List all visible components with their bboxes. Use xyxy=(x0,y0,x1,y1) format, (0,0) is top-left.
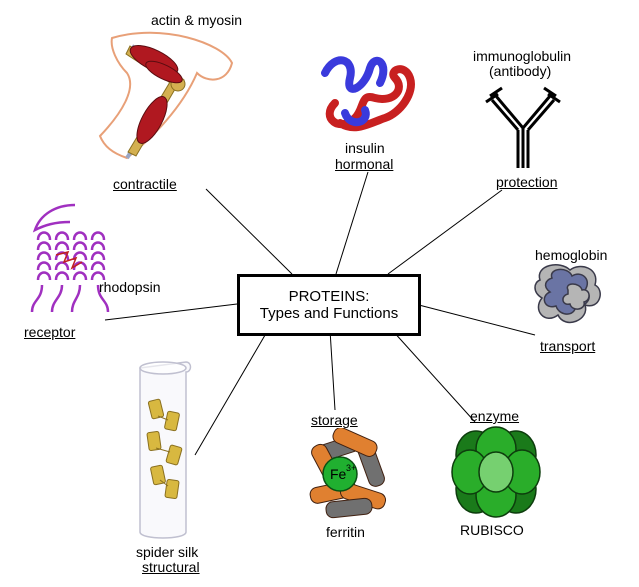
label-receptor: receptor xyxy=(24,324,75,340)
ferritin-icon: Fe 3+ xyxy=(296,428,396,523)
label-contractile: contractile xyxy=(113,176,177,192)
label-rhodopsin: rhodopsin xyxy=(99,279,161,295)
label-structural: structural xyxy=(142,559,200,575)
label-immunoglobulin: immunoglobulin xyxy=(473,48,571,64)
hemoglobin-icon xyxy=(530,260,615,335)
center-title-line2: Types and Functions xyxy=(240,305,418,322)
label-protection: protection xyxy=(496,174,557,190)
label-spider-silk: spider silk xyxy=(136,544,198,560)
actin-myosin-icon xyxy=(92,28,242,173)
label-hemoglobin: hemoglobin xyxy=(535,247,607,263)
center-title-box: PROTEINS: Types and Functions xyxy=(237,274,421,336)
center-title-line1: PROTEINS: xyxy=(240,288,418,305)
label-transport: transport xyxy=(540,338,595,354)
label-enzyme: enzyme xyxy=(470,408,519,424)
label-hormonal: hormonal xyxy=(335,156,393,172)
label-ferritin: ferritin xyxy=(326,524,365,540)
spider-silk-icon xyxy=(128,360,198,540)
rhodopsin-icon xyxy=(20,200,130,320)
antibody-icon xyxy=(478,80,568,170)
rubisco-icon xyxy=(446,425,546,520)
label-rubisco: RUBISCO xyxy=(460,522,524,538)
label-insulin: insulin xyxy=(345,140,385,156)
label-antibody: (antibody) xyxy=(489,63,551,79)
label-storage: storage xyxy=(311,412,358,428)
insulin-icon xyxy=(310,48,420,138)
svg-text:3+: 3+ xyxy=(346,463,356,473)
label-actin-myosin: actin & myosin xyxy=(151,12,242,28)
svg-text:Fe: Fe xyxy=(330,466,347,482)
